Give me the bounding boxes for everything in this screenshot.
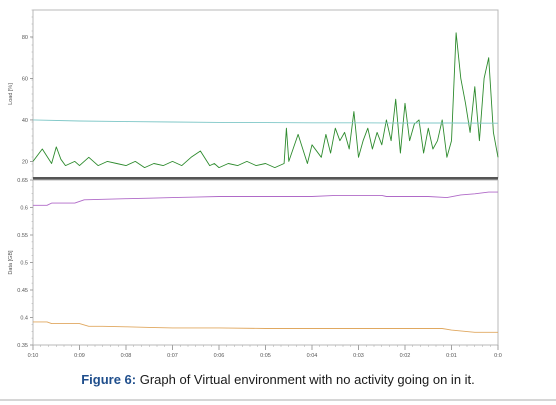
time-x-axis: 0:10 0:09 0:08 0:07 0:06 0:05 0:04 0:03 0:02 0:01… <box>28 345 502 359</box>
caption-text: Graph of Virtual environment with no act… <box>136 372 475 387</box>
data-y-tick-label: 0.4 <box>20 316 28 322</box>
data-series-line-1 <box>33 191 498 206</box>
data-y-tick-label: 0.55 <box>17 233 28 239</box>
caption-label: Figure 6: <box>81 372 137 387</box>
load-y-tick-label: 80 <box>22 35 28 41</box>
x-tick-label: 0:04 <box>307 353 318 359</box>
x-tick-label: 0:06 <box>214 353 225 359</box>
data-series-line-2 <box>33 321 498 333</box>
load-panel: 20 40 60 80 Load [%] <box>8 9 499 180</box>
load-y-tick-label: 40 <box>22 118 28 124</box>
data-y-tick-label: 0.6 <box>20 206 28 212</box>
bottom-divider <box>0 399 556 401</box>
data-y-tick-label: 0.45 <box>17 288 28 294</box>
data-panel: 0.35 0.4 0.45 0.5 0.55 0.6 0.65 Data [GB] <box>8 178 499 349</box>
data-y-tick-label: 0.35 <box>17 343 28 349</box>
figure-caption: Figure 6: Graph of Virtual environment w… <box>0 372 556 394</box>
data-y-tick-label: 0.5 <box>20 261 28 267</box>
x-tick-label: 0:0 <box>494 353 502 359</box>
load-y-axis-label: Load [%] <box>8 83 14 105</box>
x-tick-label: 0:10 <box>28 353 39 359</box>
panel-divider <box>33 177 498 180</box>
load-series-line-1 <box>32 32 499 169</box>
load-y-tick-label: 20 <box>22 159 28 165</box>
load-y-tick-label: 60 <box>22 76 28 82</box>
data-y-tick-label: 0.65 <box>17 178 28 184</box>
x-tick-label: 0:09 <box>74 353 85 359</box>
x-tick-label: 0:03 <box>353 353 364 359</box>
x-tick-label: 0:05 <box>260 353 271 359</box>
load-series-line-2 <box>32 119 499 124</box>
x-tick-label: 0:01 <box>446 353 457 359</box>
x-tick-label: 0:08 <box>121 353 132 359</box>
x-tick-label: 0:07 <box>167 353 178 359</box>
x-tick-label: 0:02 <box>400 353 411 359</box>
data-y-axis-label: Data [GB] <box>8 250 14 275</box>
